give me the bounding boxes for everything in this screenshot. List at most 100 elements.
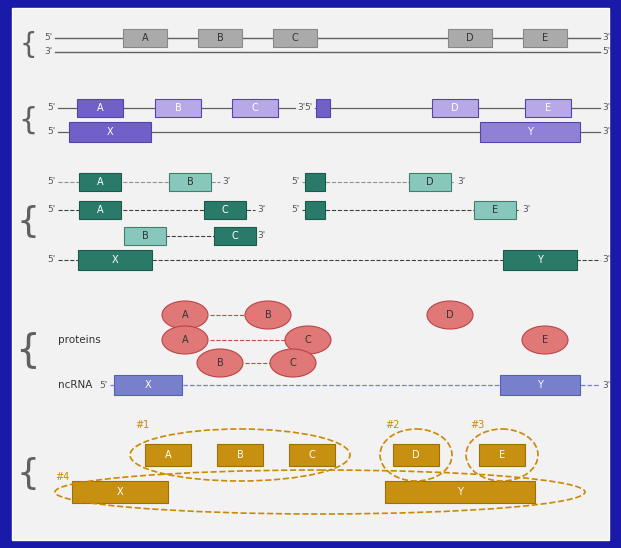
Text: ncRNA: ncRNA (58, 380, 93, 390)
FancyBboxPatch shape (72, 481, 168, 503)
Text: B: B (217, 33, 224, 43)
FancyBboxPatch shape (78, 250, 152, 270)
Text: 5': 5' (48, 255, 56, 265)
Text: 3': 3' (602, 380, 610, 390)
FancyBboxPatch shape (273, 29, 317, 47)
Text: X: X (107, 127, 113, 137)
Text: A: A (97, 177, 103, 187)
Text: A: A (182, 310, 188, 320)
Text: 3': 3' (602, 104, 610, 112)
Text: B: B (217, 358, 224, 368)
Text: 3': 3' (522, 206, 530, 214)
Text: 5': 5' (48, 178, 56, 186)
Text: B: B (265, 310, 271, 320)
FancyBboxPatch shape (409, 173, 451, 191)
Text: B: B (175, 103, 181, 113)
Text: X: X (117, 487, 124, 497)
Text: A: A (165, 450, 171, 460)
Ellipse shape (285, 326, 331, 354)
FancyBboxPatch shape (79, 201, 121, 219)
Ellipse shape (245, 301, 291, 329)
FancyBboxPatch shape (217, 444, 263, 466)
Text: A: A (97, 205, 103, 215)
Ellipse shape (270, 349, 316, 377)
Text: E: E (492, 205, 498, 215)
Text: 5': 5' (602, 48, 610, 56)
Text: 5': 5' (48, 206, 56, 214)
Text: D: D (426, 177, 434, 187)
Text: A: A (182, 335, 188, 345)
Text: 3': 3' (257, 206, 265, 214)
FancyBboxPatch shape (123, 29, 167, 47)
Text: C: C (305, 335, 311, 345)
Text: A: A (97, 103, 103, 113)
Text: C: C (309, 450, 315, 460)
FancyBboxPatch shape (12, 8, 609, 540)
Text: Y: Y (527, 127, 533, 137)
FancyBboxPatch shape (305, 173, 325, 191)
Text: E: E (542, 33, 548, 43)
FancyBboxPatch shape (79, 173, 121, 191)
Text: 3': 3' (45, 48, 53, 56)
FancyBboxPatch shape (523, 29, 567, 47)
FancyBboxPatch shape (114, 375, 182, 395)
FancyBboxPatch shape (432, 99, 478, 117)
FancyBboxPatch shape (479, 444, 525, 466)
Text: D: D (451, 103, 459, 113)
Text: Y: Y (537, 380, 543, 390)
Text: E: E (499, 450, 505, 460)
Text: proteins: proteins (58, 335, 101, 345)
Text: A: A (142, 33, 148, 43)
FancyBboxPatch shape (169, 173, 211, 191)
Ellipse shape (162, 301, 208, 329)
Text: 5': 5' (45, 33, 53, 43)
FancyBboxPatch shape (204, 201, 246, 219)
Text: B: B (142, 231, 148, 241)
Text: 5': 5' (48, 128, 56, 136)
Text: {: { (17, 456, 40, 490)
FancyBboxPatch shape (525, 99, 571, 117)
Text: 3': 3' (222, 178, 230, 186)
FancyBboxPatch shape (385, 481, 535, 503)
Text: C: C (289, 358, 296, 368)
Text: D: D (446, 310, 454, 320)
Text: {: { (19, 31, 37, 59)
Text: 3': 3' (602, 255, 610, 265)
Text: 3': 3' (602, 128, 610, 136)
Text: 5': 5' (48, 104, 56, 112)
Text: X: X (145, 380, 152, 390)
FancyBboxPatch shape (503, 250, 577, 270)
Text: 5': 5' (292, 178, 300, 186)
Text: Y: Y (537, 255, 543, 265)
Text: #3: #3 (470, 420, 484, 430)
Text: C: C (232, 231, 238, 241)
Text: {: { (16, 331, 40, 369)
Text: 3': 3' (257, 231, 265, 241)
Text: 5': 5' (100, 380, 108, 390)
Text: #2: #2 (385, 420, 399, 430)
FancyBboxPatch shape (198, 29, 242, 47)
Text: C: C (292, 33, 298, 43)
FancyBboxPatch shape (124, 227, 166, 245)
Ellipse shape (197, 349, 243, 377)
FancyBboxPatch shape (69, 122, 151, 142)
Text: B: B (187, 177, 193, 187)
FancyBboxPatch shape (289, 444, 335, 466)
Text: E: E (545, 103, 551, 113)
FancyBboxPatch shape (232, 99, 278, 117)
Ellipse shape (522, 326, 568, 354)
Text: #1: #1 (135, 420, 149, 430)
Text: D: D (412, 450, 420, 460)
FancyBboxPatch shape (474, 201, 516, 219)
Ellipse shape (162, 326, 208, 354)
Text: 3': 3' (602, 33, 610, 43)
FancyBboxPatch shape (393, 444, 439, 466)
FancyBboxPatch shape (77, 99, 123, 117)
Text: C: C (222, 205, 229, 215)
Text: 3': 3' (297, 104, 306, 112)
FancyBboxPatch shape (448, 29, 492, 47)
FancyBboxPatch shape (214, 227, 256, 245)
Text: E: E (542, 335, 548, 345)
FancyBboxPatch shape (500, 375, 580, 395)
FancyBboxPatch shape (316, 99, 330, 117)
